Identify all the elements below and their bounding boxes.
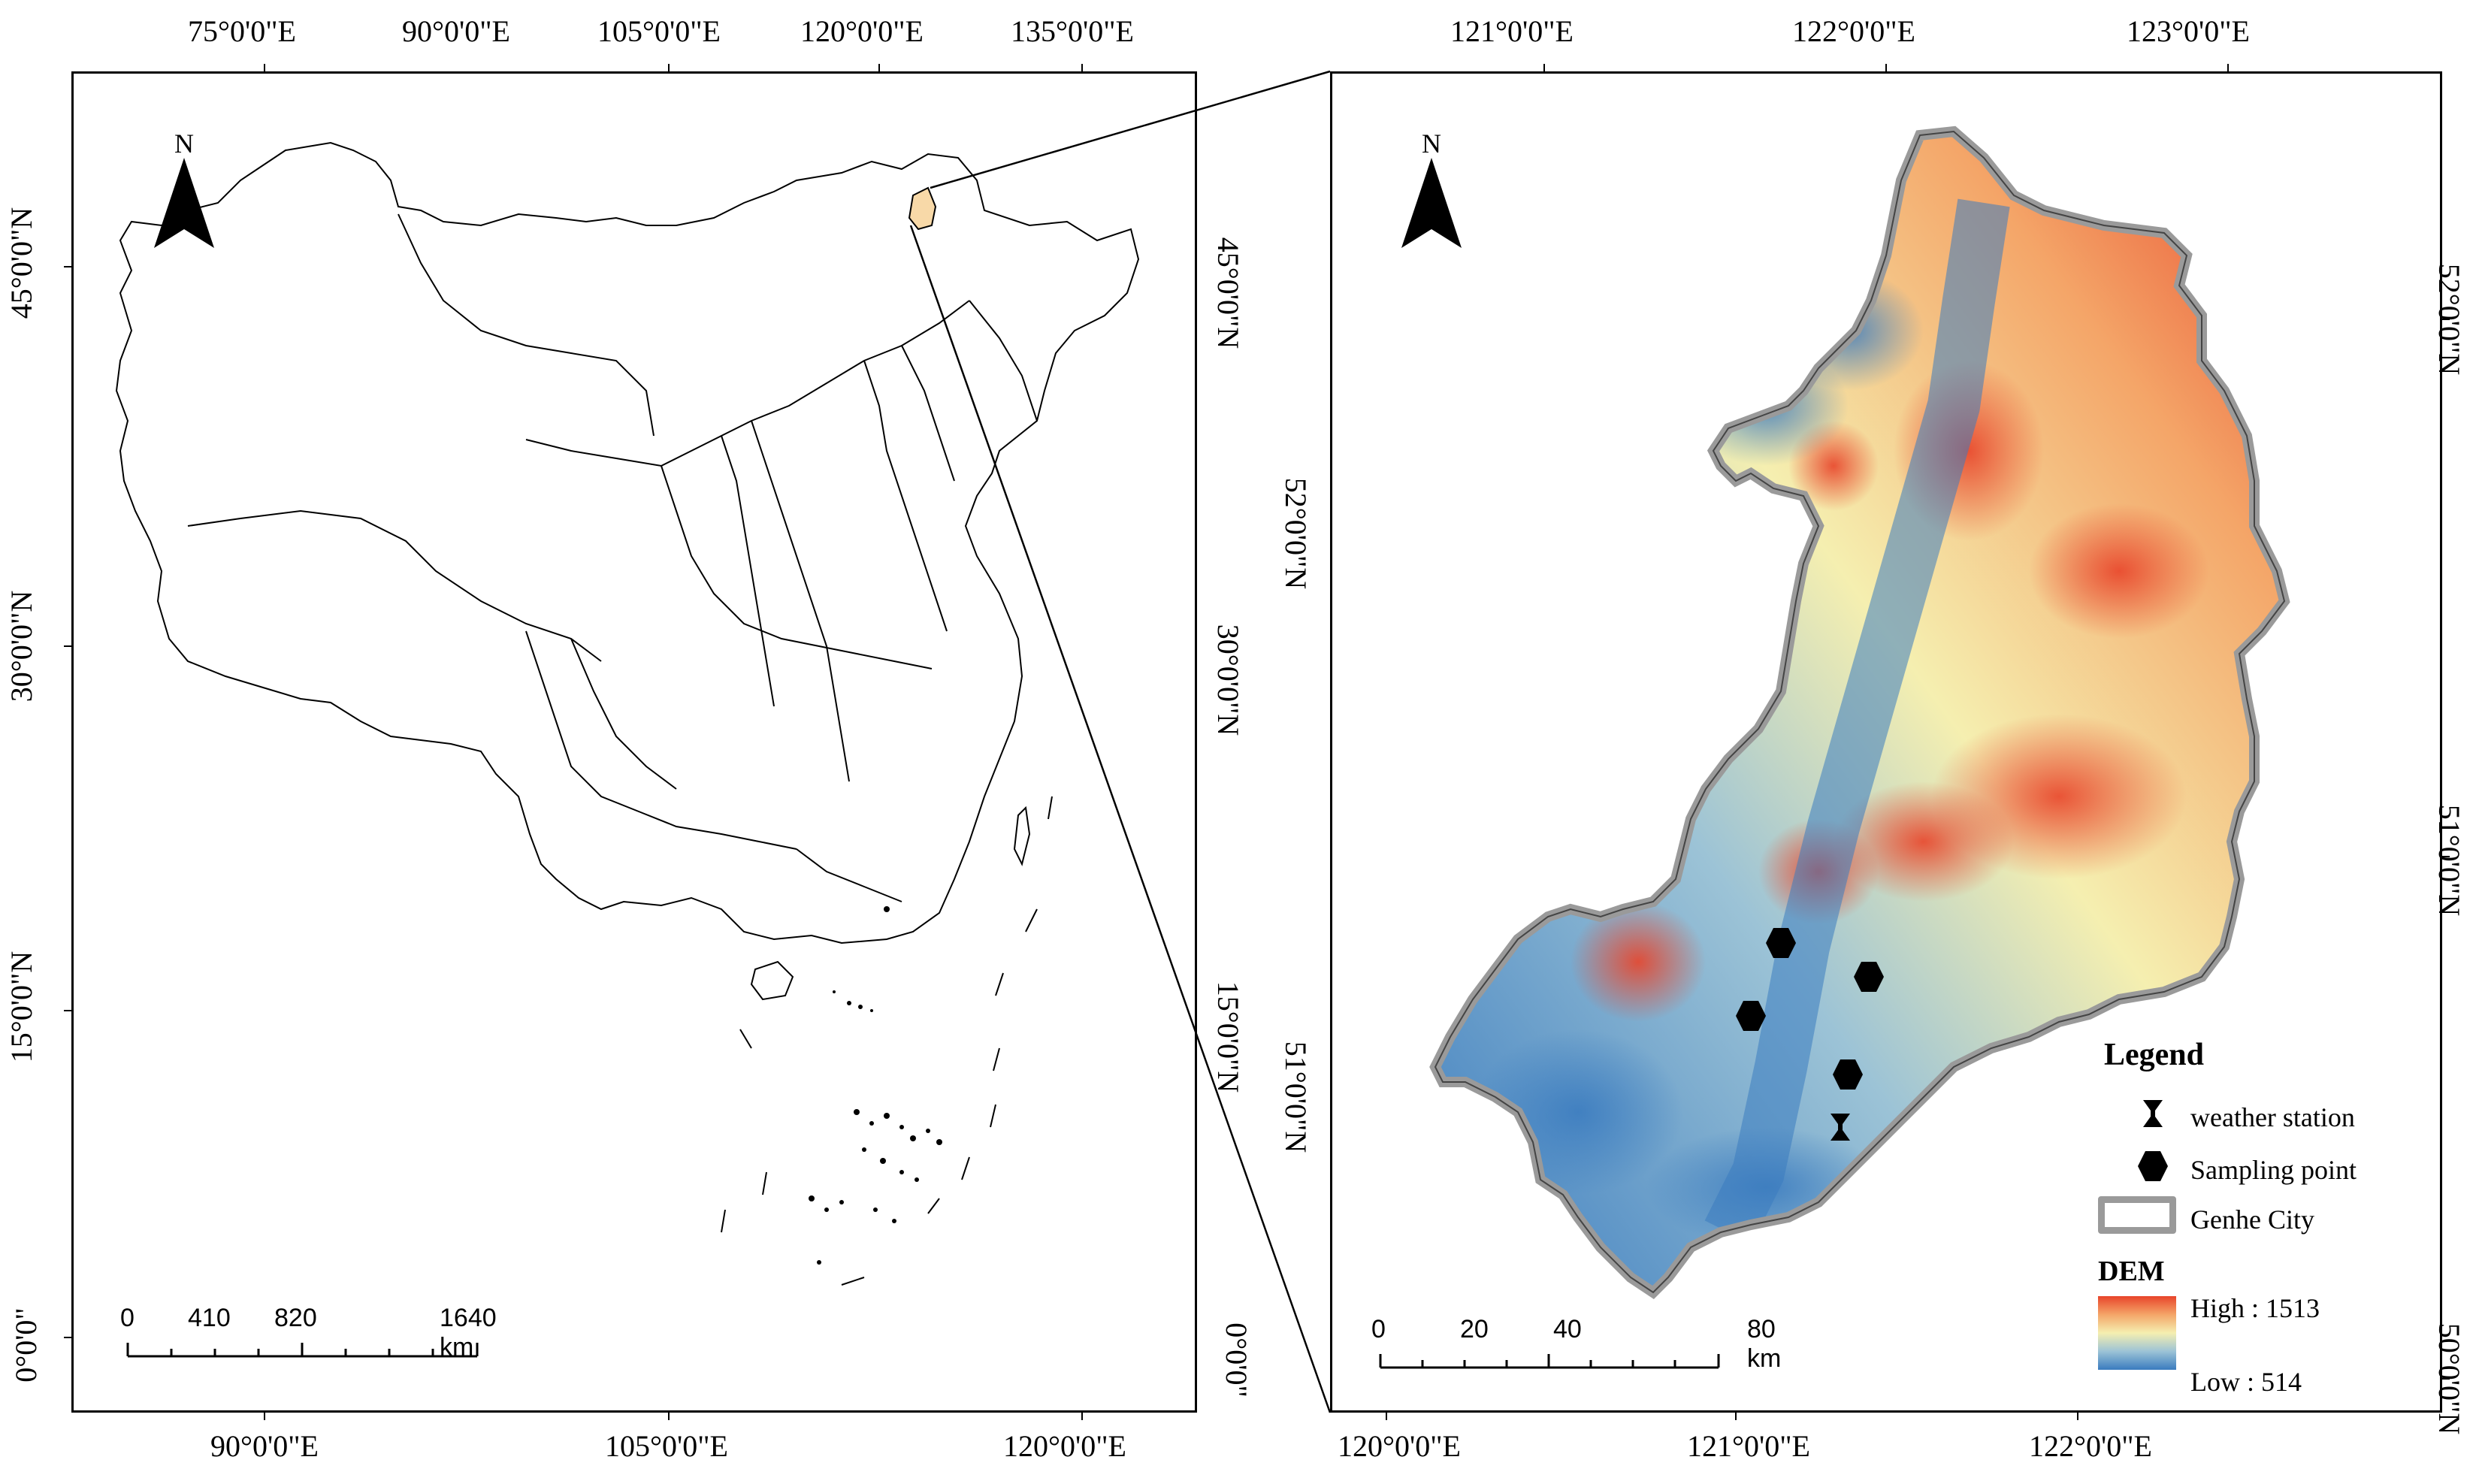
china-map-panel: [71, 71, 1197, 1413]
right-scale-label-2: 40: [1553, 1315, 1582, 1343]
right-bottom-tick-121e: 121°0'0"E: [1687, 1429, 1810, 1463]
sampling-point-2: [1854, 962, 1884, 992]
right-bottom-tick-120e: 120°0'0"E: [1338, 1429, 1461, 1463]
study-area-highlight: [908, 186, 937, 231]
sampling-point-1: [1766, 928, 1796, 958]
right-scale-label-0: 0: [1371, 1315, 1386, 1343]
left-scale-bar: 0 410 820 1640 km: [120, 1304, 511, 1364]
left-north-arrow: N: [150, 128, 218, 255]
left-scale-label-3: 1640 km: [440, 1304, 497, 1362]
genhe-dem-panel: [1330, 71, 2442, 1413]
sampling-point-3: [1736, 1001, 1766, 1031]
legend-genhe-city: Genhe City: [2190, 1204, 2314, 1235]
legend-weather-station: weather station: [2190, 1102, 2355, 1132]
left-top-tick-90e: 90°0'0"E: [402, 14, 510, 48]
legend-title: Legend: [2104, 1038, 2205, 1072]
legend-dem-title: DEM: [2098, 1256, 2165, 1287]
left-north-label: N: [174, 128, 194, 159]
right-scale-label-3: 80 km: [1747, 1315, 1782, 1373]
sampling-point-icon: [2138, 1151, 2168, 1181]
right-top-tick-123e: 123°0'0"E: [2127, 14, 2250, 48]
left-top-tick-120e: 120°0'0"E: [800, 14, 924, 48]
right-bottom-tick-122e: 122°0'0"E: [2029, 1429, 2152, 1463]
right-north-label: N: [1422, 128, 1441, 159]
left-bottom-tick-105e: 105°0'0"E: [605, 1429, 728, 1463]
left-bottom-tick-120e: 120°0'0"E: [1003, 1429, 1126, 1463]
left-top-tick-105e: 105°0'0"E: [597, 14, 721, 48]
dem-color-ramp: [2098, 1296, 2176, 1370]
left-scale-label-1: 410: [188, 1304, 231, 1332]
sampling-point-4: [1833, 1059, 1863, 1090]
right-scale-label-1: 20: [1460, 1315, 1489, 1343]
left-top-tick-75e: 75°0'0"E: [188, 14, 296, 48]
right-top-tick-122e: 122°0'0"E: [1792, 14, 1915, 48]
legend-dem-low: Low : 514: [2190, 1367, 2302, 1397]
map-legend: Legend weather station Sampling point Ge…: [2097, 1037, 2412, 1405]
weather-station-marker: [1831, 1114, 1850, 1141]
left-top-tick-135e: 135°0'0"E: [1011, 14, 1134, 48]
legend-dem-high: High : 1513: [2190, 1293, 2320, 1323]
left-bottom-tick-90e: 90°0'0"E: [210, 1429, 319, 1463]
north-arrow-icon: [154, 158, 214, 248]
left-scale-label-2: 820: [274, 1304, 317, 1332]
right-top-tick-121e: 121°0'0"E: [1450, 14, 1574, 48]
right-north-arrow: N: [1398, 128, 1465, 255]
north-arrow-icon: [1401, 158, 1462, 248]
genhe-boundary-icon: [2098, 1196, 2176, 1234]
left-scale-label-0: 0: [120, 1304, 135, 1332]
weather-station-icon: [2143, 1100, 2163, 1127]
legend-sampling-point: Sampling point: [2190, 1155, 2357, 1185]
right-scale-bar: 0 20 40 80 km: [1371, 1315, 1792, 1375]
